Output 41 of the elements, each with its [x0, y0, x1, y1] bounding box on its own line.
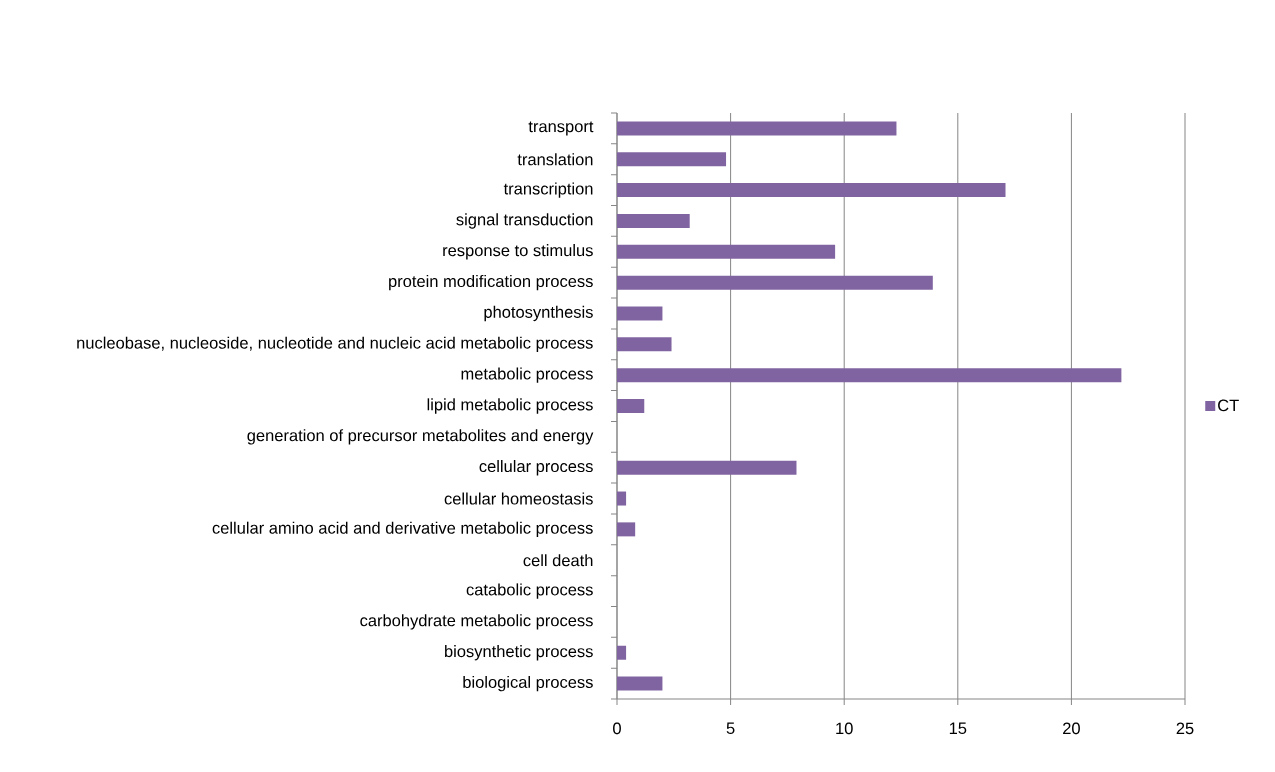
y-tick-label: response to stimulus [443, 244, 593, 260]
bar [617, 306, 663, 321]
legend-label: CT [1218, 399, 1239, 412]
bar [617, 244, 836, 259]
bar [617, 183, 1006, 198]
x-tick-label: 15 [949, 722, 967, 735]
y-tick-label: lipid metabolic process [427, 398, 593, 414]
bar [617, 275, 933, 290]
x-tick-label: 5 [726, 722, 735, 735]
y-tick-label: cellular amino acid and derivative metabolic process [212, 521, 593, 538]
bar [617, 121, 897, 136]
x-tick-label: 25 [1176, 722, 1194, 735]
x-tick-label: 0 [613, 722, 621, 735]
y-tick-label: generation of precursor metabolites and energy [247, 429, 594, 445]
bar [617, 676, 663, 691]
bar [617, 399, 645, 414]
y-tick-label: metabolic process [461, 367, 593, 383]
bar [617, 152, 727, 167]
y-tick-label: cellular homeostasis [444, 492, 593, 505]
y-tick-label: transcription [503, 182, 593, 198]
bar [617, 491, 627, 506]
y-tick-label: carbohydrate metabolic process [360, 614, 593, 630]
y-tick-label: cellular process [479, 460, 593, 476]
bar [617, 645, 627, 660]
y-tick-label: protein modification process [389, 274, 593, 291]
bar [617, 337, 672, 352]
y-tick-label: translation [517, 153, 593, 166]
x-tick-label: 20 [1063, 722, 1080, 735]
y-tick-label: catabolic process [466, 583, 593, 599]
x-tick-label: 10 [836, 722, 853, 735]
y-tick-label: nucleobase, nucleoside, nucleotide and nucleic acid metabolic process [77, 336, 593, 353]
y-tick-label: signal transduction [456, 213, 593, 229]
y-tick-label: biosynthetic process [445, 645, 593, 661]
y-tick-label: cell death [523, 554, 593, 567]
bar [617, 522, 636, 537]
y-tick-label: biological process [463, 675, 593, 692]
y-tick-label: transport [528, 121, 594, 136]
bar [617, 213, 690, 228]
bar [617, 368, 1122, 383]
y-tick-label: photosynthesis [484, 305, 593, 322]
bar [617, 460, 797, 475]
